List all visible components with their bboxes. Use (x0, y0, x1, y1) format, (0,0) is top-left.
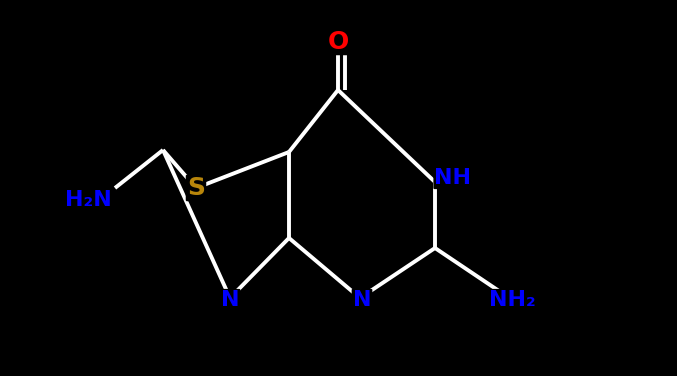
Text: NH: NH (435, 168, 471, 188)
Text: H₂N: H₂N (64, 190, 112, 210)
Text: N: N (353, 290, 371, 310)
Text: O: O (328, 30, 349, 54)
Text: S: S (187, 176, 205, 200)
Text: NH₂: NH₂ (489, 290, 536, 310)
Text: N: N (221, 290, 239, 310)
